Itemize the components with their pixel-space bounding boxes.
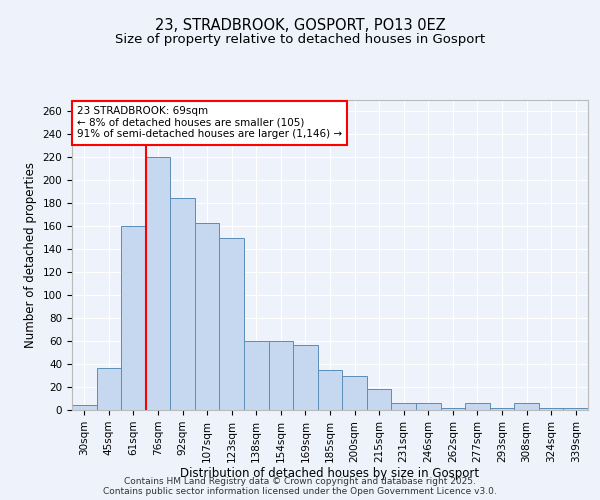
Bar: [514, 403, 539, 410]
Text: Contains public sector information licensed under the Open Government Licence v3: Contains public sector information licen…: [103, 488, 497, 496]
Bar: [391, 403, 416, 410]
Bar: [293, 344, 318, 410]
Text: 23 STRADBROOK: 69sqm
← 8% of detached houses are smaller (105)
91% of semi-detac: 23 STRADBROOK: 69sqm ← 8% of detached ho…: [77, 106, 342, 140]
Bar: [563, 408, 588, 410]
Bar: [367, 390, 391, 410]
Bar: [97, 368, 121, 410]
Bar: [244, 341, 269, 410]
Bar: [269, 341, 293, 410]
Text: 23, STRADBROOK, GOSPORT, PO13 0EZ: 23, STRADBROOK, GOSPORT, PO13 0EZ: [155, 18, 445, 32]
Bar: [72, 406, 97, 410]
Bar: [318, 370, 342, 410]
Bar: [121, 226, 146, 410]
Bar: [170, 198, 195, 410]
Bar: [490, 408, 514, 410]
X-axis label: Distribution of detached houses by size in Gosport: Distribution of detached houses by size …: [181, 468, 479, 480]
Bar: [539, 408, 563, 410]
Bar: [342, 376, 367, 410]
Bar: [146, 158, 170, 410]
Y-axis label: Number of detached properties: Number of detached properties: [24, 162, 37, 348]
Bar: [195, 223, 220, 410]
Text: Contains HM Land Registry data © Crown copyright and database right 2025.: Contains HM Land Registry data © Crown c…: [124, 478, 476, 486]
Bar: [440, 408, 465, 410]
Text: Size of property relative to detached houses in Gosport: Size of property relative to detached ho…: [115, 32, 485, 46]
Bar: [220, 238, 244, 410]
Bar: [416, 403, 440, 410]
Bar: [465, 403, 490, 410]
